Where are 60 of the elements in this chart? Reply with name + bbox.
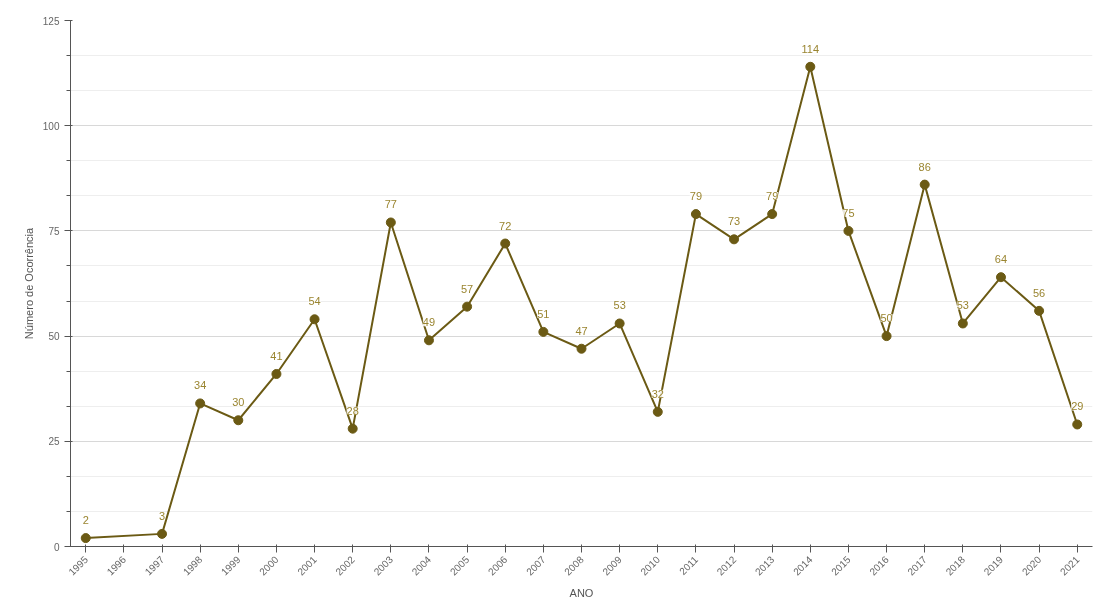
- y-tick-label: 25: [48, 436, 60, 448]
- data-label: 2: [82, 514, 89, 527]
- point: [805, 61, 816, 72]
- point: [385, 217, 396, 228]
- data-label: 3: [158, 509, 166, 522]
- data-label: 49: [422, 316, 436, 329]
- point: [614, 318, 625, 329]
- data-label: 29: [1071, 400, 1084, 413]
- point: [919, 179, 930, 190]
- data-label: 54: [308, 295, 321, 308]
- point: [652, 406, 663, 417]
- point: [995, 272, 1006, 283]
- y-tick-label: 50: [48, 331, 60, 343]
- point: [1034, 305, 1045, 316]
- point: [690, 209, 701, 220]
- point: [462, 301, 473, 312]
- data-label: 47: [575, 324, 588, 337]
- data-label: 73: [727, 215, 741, 228]
- point: [729, 234, 740, 245]
- data-label: 51: [537, 307, 550, 320]
- point: [271, 368, 282, 379]
- point: [423, 335, 434, 346]
- point: [957, 318, 968, 329]
- point: [576, 343, 587, 354]
- point: [1072, 419, 1083, 430]
- point: [309, 314, 320, 325]
- y-axis-title: Número de Ocorrência: [22, 226, 35, 340]
- y-tick-label: 75: [48, 225, 60, 237]
- y-tick-label: 0: [53, 541, 60, 553]
- data-label: 41: [270, 349, 283, 362]
- point: [767, 209, 778, 220]
- data-label: 57: [460, 282, 474, 295]
- data-label: 53: [956, 299, 969, 312]
- data-label: 79: [766, 190, 779, 203]
- point: [157, 528, 168, 539]
- point: [347, 423, 358, 434]
- data-label: 30: [232, 396, 245, 409]
- point: [233, 415, 244, 426]
- data-label: 34: [194, 379, 207, 392]
- data-label: 50: [880, 312, 893, 325]
- data-label: 77: [384, 198, 397, 211]
- point: [195, 398, 206, 409]
- y-tick-label: 100: [42, 120, 60, 132]
- data-label: 114: [801, 42, 820, 55]
- x-axis-title: ANO: [569, 586, 594, 599]
- point: [881, 331, 892, 342]
- data-label: 72: [499, 219, 512, 232]
- data-label: 28: [346, 404, 359, 417]
- y-tick-label: 125: [42, 15, 60, 27]
- point: [538, 326, 549, 337]
- data-label: 32: [651, 387, 664, 400]
- data-label: 86: [918, 160, 931, 173]
- data-label: 64: [994, 253, 1008, 266]
- point: [843, 225, 854, 236]
- point: [500, 238, 511, 249]
- data-label: 53: [613, 299, 626, 312]
- data-label: 79: [689, 190, 703, 203]
- point: [80, 533, 91, 544]
- data-label: 56: [1032, 286, 1046, 299]
- data-label: 75: [842, 206, 855, 219]
